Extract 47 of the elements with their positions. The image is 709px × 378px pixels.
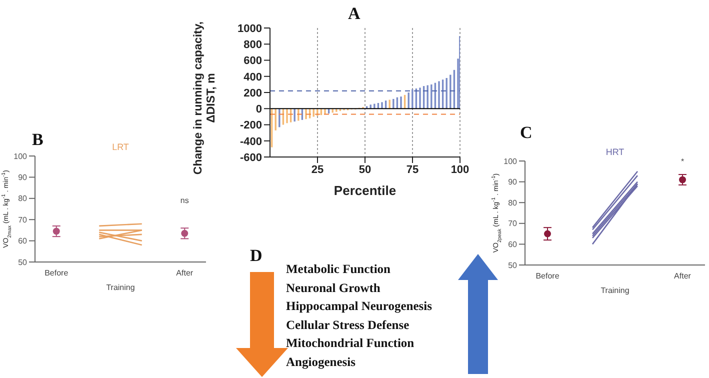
x-tick-label: 25 <box>311 164 324 176</box>
y-tick-label: 1000 <box>238 22 262 35</box>
text: Cellular Stress Defense <box>286 318 410 333</box>
y-tick-label: 100 <box>14 152 28 161</box>
x-axis-title: Percentile <box>334 183 396 198</box>
text: Hippocampal Neurogenesis <box>286 299 432 314</box>
chart-subtitle: HRT <box>604 147 626 157</box>
x-tick-label: Before <box>44 268 69 278</box>
x-tick-label: After <box>674 272 692 281</box>
annotation: ns <box>179 196 190 205</box>
y-tick-label: 60 <box>18 236 28 246</box>
y-tick-label: 400 <box>244 71 262 84</box>
x-tick-label: After <box>176 268 194 278</box>
y-axis-title: Change in running capacity, ΔDIST, m <box>192 21 218 175</box>
y-tick-label: -400 <box>240 136 262 148</box>
text: Mitochondrial Function <box>286 336 414 352</box>
text: D <box>250 246 262 266</box>
y-tick-label: 0 <box>256 104 262 116</box>
chart-title: A <box>348 4 360 24</box>
annotation: * <box>680 157 686 166</box>
x-axis-title: Training <box>106 283 135 292</box>
x-axis-title: Training <box>600 286 630 295</box>
y-tick-label: 80 <box>18 194 28 204</box>
y-tick-label: 80 <box>508 198 518 208</box>
x-tick-label: 50 <box>358 164 372 176</box>
y-tick-label: 800 <box>244 39 262 52</box>
y-tick-label: 200 <box>244 87 262 100</box>
chart-subtitle: LRT <box>112 142 129 152</box>
y-tick-label: 50 <box>18 258 28 267</box>
chart-title: B <box>32 130 44 150</box>
chart-title: C <box>520 123 532 143</box>
y-tick-label: -200 <box>240 120 262 132</box>
text: Neuronal Growth <box>286 280 380 296</box>
y-tick-label: 70 <box>18 215 28 224</box>
x-tick-label: Before <box>536 272 560 281</box>
x-tick-label: 75 <box>406 164 419 176</box>
text: Angiogenesis <box>286 355 356 370</box>
y-tick-label: 50 <box>508 260 518 270</box>
text: Metabolic Function <box>286 262 391 277</box>
y-tick-label: 60 <box>508 240 518 250</box>
x-tick-label: 100 <box>450 164 470 176</box>
y-tick-label: 70 <box>508 219 518 228</box>
y-tick-label: 90 <box>508 178 518 187</box>
y-tick-label: 90 <box>18 173 28 182</box>
y-tick-label: 100 <box>504 156 518 166</box>
y-tick-label: -600 <box>240 152 262 164</box>
y-tick-label: 600 <box>244 55 262 68</box>
